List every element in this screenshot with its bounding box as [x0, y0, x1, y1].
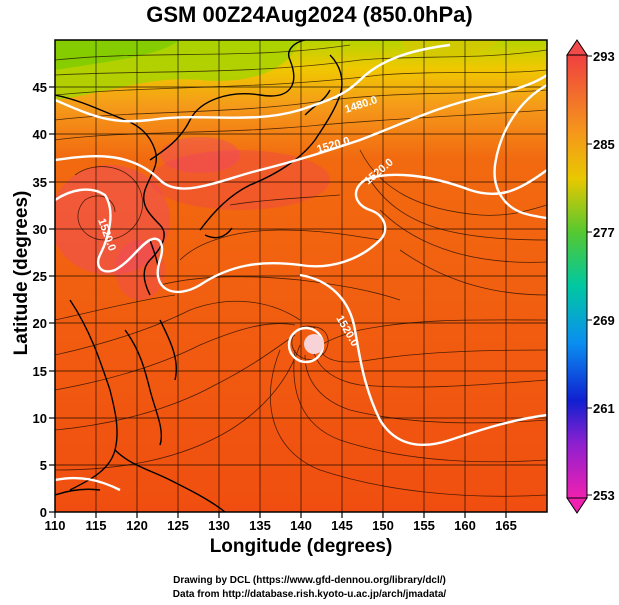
y-tick-label: 30: [33, 222, 47, 237]
y-tick-label: 35: [33, 175, 47, 190]
x-tick-label: 135: [249, 518, 271, 533]
y-tick-label: 20: [33, 316, 47, 331]
y-axis-ticks: [49, 86, 55, 513]
x-tick-label: 120: [126, 518, 148, 533]
colorbar: 293 285 277 269 261 253: [566, 39, 615, 514]
temperature-field: 1480.0 1520.0 1520.0 1520.0 1520.0: [55, 40, 547, 512]
x-tick-label: 130: [208, 518, 230, 533]
x-tick-label: 140: [290, 518, 312, 533]
y-tick-label: 5: [40, 458, 47, 473]
x-tick-label: 150: [372, 518, 394, 533]
y-tick-label: 15: [33, 364, 47, 379]
x-tick-label: 165: [495, 518, 517, 533]
colorbar-label: 293: [593, 49, 615, 64]
x-tick-label: 110: [45, 518, 66, 533]
colorbar-label: 277: [593, 225, 615, 240]
y-tick-label: 25: [33, 269, 47, 284]
lat-lon-grid: [55, 40, 547, 512]
map-title: GSM 00Z24Aug2024 (850.0hPa): [146, 2, 473, 27]
y-tick-label: 10: [33, 411, 47, 426]
colorbar-label: 285: [593, 137, 615, 152]
x-tick-label: 145: [331, 518, 353, 533]
x-tick-label: 115: [86, 518, 107, 533]
y-tick-label: 40: [33, 127, 47, 142]
colorbar-label: 253: [593, 488, 615, 503]
y-axis-label: Latitude (degrees): [11, 190, 32, 356]
coastlines: [55, 40, 343, 512]
y-tick-label: 0: [40, 505, 47, 520]
data-credit: Data from http://database.rish.kyoto-u.a…: [172, 589, 447, 600]
x-tick-label: 160: [454, 518, 476, 533]
typhoon-core: [304, 334, 324, 354]
drawing-credit: Drawing by DCL (https://www.gfd-dennou.o…: [173, 575, 446, 586]
colorbar-label: 269: [593, 313, 615, 328]
y-tick-label: 45: [33, 80, 47, 95]
x-axis-label: Longitude (degrees): [209, 536, 393, 557]
geopotential-contours: [55, 43, 547, 492]
colorbar-label: 261: [593, 401, 615, 416]
x-axis-ticks: [54, 512, 507, 518]
x-tick-label: 125: [167, 518, 189, 533]
x-tick-label: 155: [413, 518, 435, 533]
